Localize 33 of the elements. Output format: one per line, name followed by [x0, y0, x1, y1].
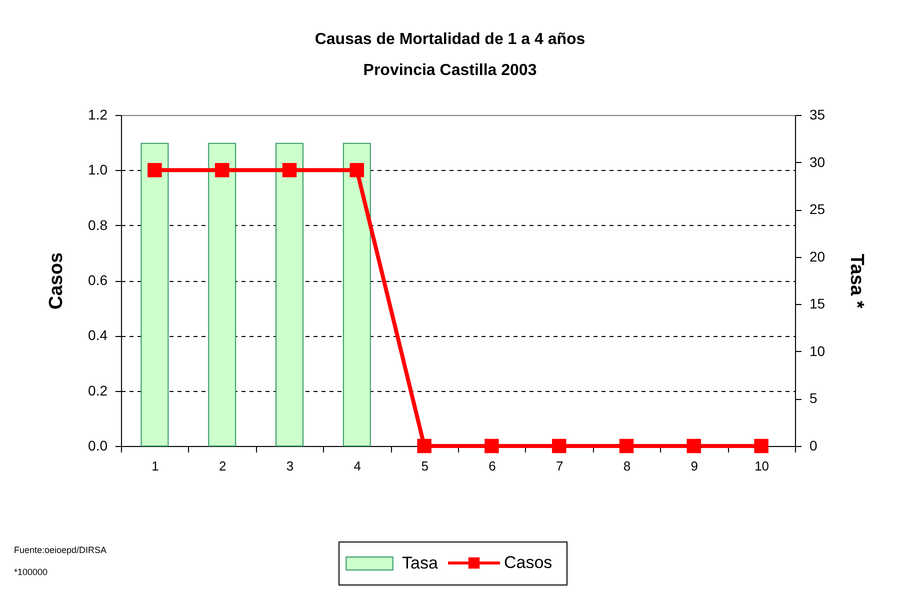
y2-tick-label: 25 — [810, 201, 826, 218]
y-tick-label: 0.6 — [88, 272, 108, 288]
x-tick-label: 5 — [421, 458, 428, 474]
x-tick-label: 1 — [152, 458, 159, 474]
y2-tick-label: 5 — [810, 390, 818, 406]
y2-tick-label: 30 — [810, 154, 826, 170]
x-tick-label: 9 — [690, 458, 698, 474]
x-tick-label: 2 — [218, 458, 226, 474]
x-tick-label: 7 — [556, 458, 564, 474]
y-tick-label: 1.2 — [88, 106, 108, 122]
x-tick-label: 3 — [286, 458, 294, 474]
y-tick-label: 0.8 — [88, 216, 108, 233]
y-axis-title: Casos — [46, 252, 68, 310]
y2-tick-label: 10 — [810, 342, 826, 359]
y2-tick-label: 20 — [810, 248, 826, 264]
y-tick-label: 0.4 — [88, 327, 108, 344]
y-tick-label: 0.2 — [88, 382, 108, 398]
text: *100000 — [14, 567, 48, 577]
y-tick-label: 1.0 — [88, 162, 108, 178]
y2-tick-label: 0 — [810, 438, 818, 454]
source-note: Fuente:oeioepd/DIRSA — [14, 545, 107, 555]
y2-tick-label: 35 — [810, 106, 826, 122]
x-tick-label: 10 — [754, 458, 770, 474]
x-tick-label: 4 — [354, 458, 362, 474]
y-tick-label: 0.0 — [88, 438, 108, 454]
x-tick-label: 6 — [488, 458, 496, 474]
chart-title: Causas de Mortalidad de 1 a 4 años — [314, 31, 586, 48]
y2-tick-label: 15 — [810, 296, 826, 312]
legend-label: Casos — [504, 553, 552, 572]
legend-label: Tasa — [402, 554, 438, 572]
chart-subtitle: Provincia Castilla 2003 — [363, 62, 537, 79]
x-tick-label: 8 — [623, 458, 631, 474]
y2-axis-title: Tasa * — [846, 254, 868, 309]
